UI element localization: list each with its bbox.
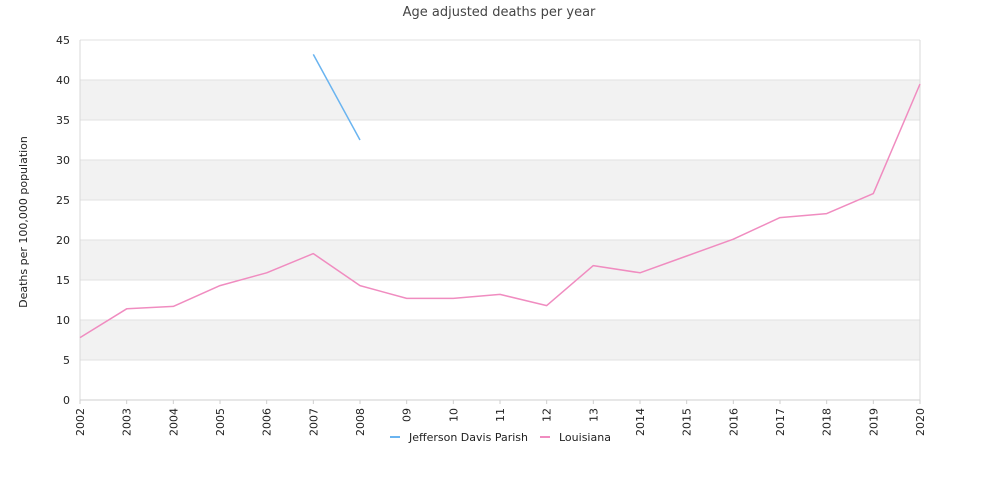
y-tick-label: 25	[56, 194, 70, 207]
y-tick-label: 15	[56, 274, 70, 287]
x-tick-label: 13	[587, 408, 600, 422]
series-line	[79, 83, 921, 339]
legend: Jefferson Davis Parish Louisiana	[390, 431, 611, 444]
grid-band	[80, 320, 920, 360]
x-tick-label: 2008	[354, 408, 367, 436]
x-tick-label: 12	[541, 408, 554, 422]
x-tick-label: 2002	[74, 408, 87, 436]
x-tick-label: 2017	[774, 408, 787, 436]
x-tick-label: 2003	[121, 408, 134, 436]
y-axis-label: Deaths per 100,000 population	[17, 136, 30, 308]
grid-band	[80, 80, 920, 120]
series-line	[312, 54, 361, 141]
grid-band	[80, 160, 920, 200]
grid-bands	[80, 39, 920, 401]
chart-title: Age adjusted deaths per year	[403, 5, 596, 20]
x-tick-label: 2014	[634, 408, 647, 436]
y-tick-label: 40	[56, 74, 70, 87]
x-tick-label: 2018	[821, 408, 834, 436]
y-tick-label: 10	[56, 314, 70, 327]
x-tick-label: 2007	[307, 408, 320, 436]
x-tick-label: 11	[494, 408, 507, 422]
y-tick-label: 0	[63, 394, 70, 407]
series-lines	[79, 54, 921, 339]
x-tick-label: 2019	[867, 408, 880, 436]
y-tick-label: 20	[56, 234, 70, 247]
y-tick-label: 45	[56, 34, 70, 47]
y-tick-label: 35	[56, 114, 70, 127]
legend-label: Louisiana	[559, 431, 611, 444]
x-tick-label: 2006	[261, 408, 274, 436]
x-tick-label: 09	[401, 408, 414, 422]
y-tick-label: 30	[56, 154, 70, 167]
x-axis-ticks: 2002 2003 2004 2005 2006 2007 2008 09 10 11 12 13 20…	[74, 400, 927, 436]
x-tick-label: 2015	[681, 408, 694, 436]
y-tick-label: 5	[63, 354, 70, 367]
x-tick-label: 10	[447, 408, 460, 422]
x-tick-label: 2005	[214, 408, 227, 436]
legend-label: Jefferson Davis Parish	[408, 431, 528, 444]
x-tick-label: 2004	[167, 408, 180, 436]
x-tick-label: 2020	[914, 408, 927, 436]
grid-band	[80, 240, 920, 280]
x-tick-label: 2016	[727, 408, 740, 436]
y-axis-ticks: 0 5 10 15 20 25 30 35 40 45	[56, 34, 70, 407]
